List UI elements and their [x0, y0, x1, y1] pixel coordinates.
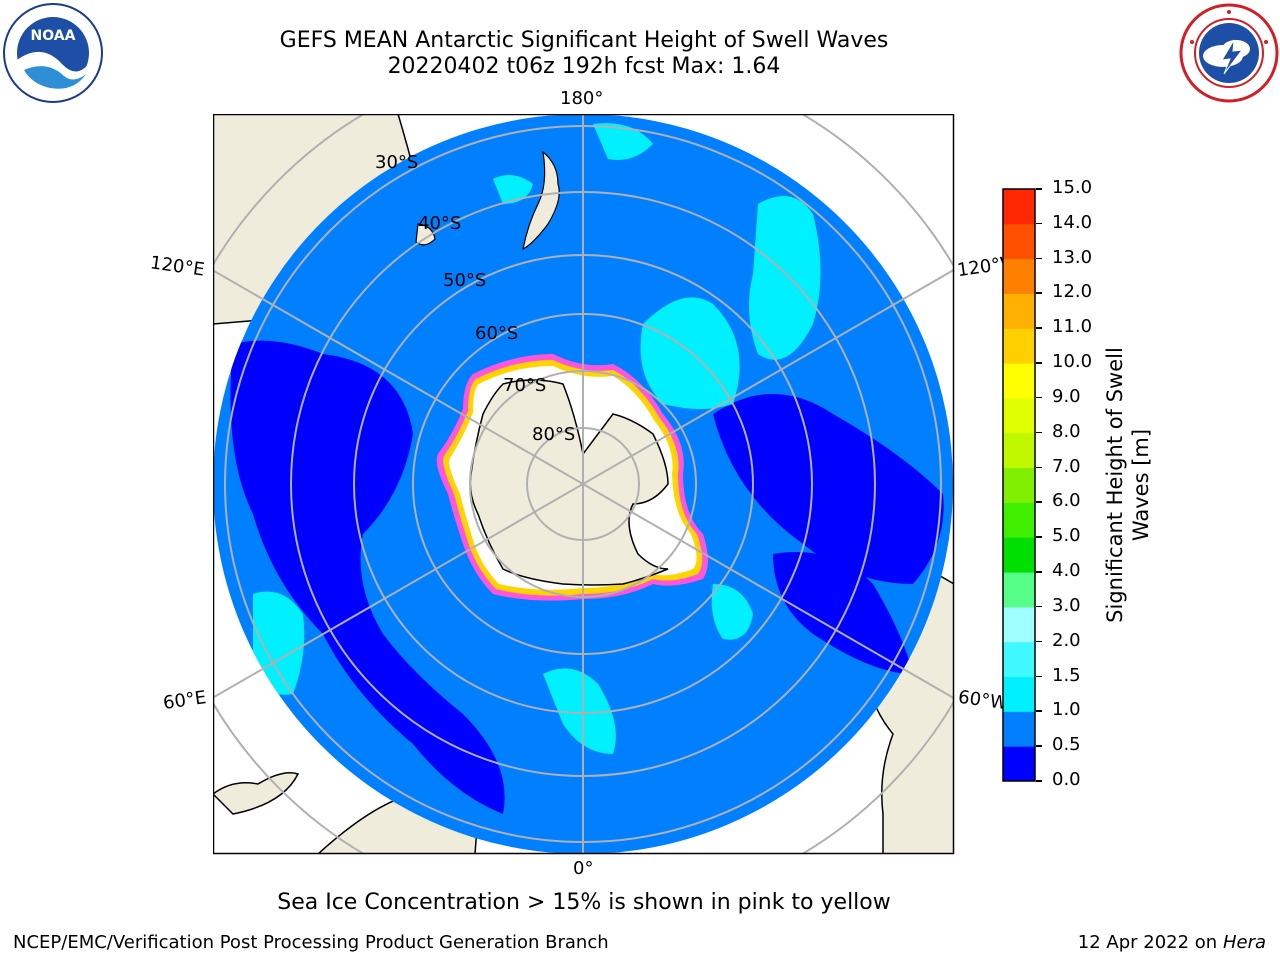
colorbar-tick-mark	[1036, 466, 1042, 469]
colorbar-tick-label: 15.0	[1052, 177, 1093, 198]
chart-title: GEFS MEAN Antarctic Significant Height o…	[279, 28, 889, 53]
swell-low-west	[230, 340, 505, 814]
colorbar-segment	[1003, 223, 1035, 260]
colorbar-tick-mark	[1036, 780, 1042, 782]
swell-low-east	[713, 394, 944, 584]
chart-subtitle: 20220402 t06z 192h fcst Max: 1.64	[387, 54, 781, 79]
land-tasmania	[415, 223, 436, 246]
colorbar-tick-mark	[1036, 501, 1042, 503]
sea-ice-note: Sea Ice Concentration > 15% is shown in …	[277, 890, 891, 915]
lon-label-60e: 60°E	[161, 687, 208, 714]
colorbar-segment	[1003, 746, 1035, 782]
colorbar-tick-label: 13.0	[1052, 246, 1093, 268]
colorbar-tick-label: 6.0	[1052, 490, 1081, 512]
swell-mid-3	[493, 175, 533, 204]
colorbar-segment	[1003, 502, 1035, 538]
swell-mid-4	[253, 591, 305, 695]
colorbar-tick-mark	[1036, 396, 1042, 399]
lat-label-70s: 70°S	[503, 375, 547, 396]
colorbar-tick-mark	[1036, 640, 1042, 643]
colorbar-ticks: 0.0 0.5 1.0 1.5 2.0 3.0 4.0 5.0 6.0 7.0 8.0 9.0 10.0…	[1036, 177, 1106, 790]
lon-label-0: 0°	[573, 858, 594, 879]
colorbar-tick-label: 11.0	[1052, 316, 1093, 338]
colorbar-tick-mark	[1036, 431, 1042, 434]
colorbar-tick-mark	[1036, 362, 1042, 364]
colorbar-segment	[1003, 606, 1035, 643]
swell-mid-5	[543, 668, 616, 754]
colorbar-tick-label: 0.0	[1052, 769, 1081, 790]
polar-map	[213, 114, 955, 855]
colorbar-segment	[1003, 467, 1035, 503]
colorbar-tick-mark	[1036, 745, 1042, 747]
colorbar-tick-label: 1.5	[1052, 664, 1081, 686]
footer-date: 12 Apr 2022 on Hera	[1078, 932, 1266, 953]
lat-label-40s: 40°S	[418, 213, 462, 234]
land-africa	[213, 772, 300, 815]
colorbar	[1002, 188, 1036, 782]
colorbar-tick-mark	[1036, 675, 1042, 678]
colorbar-tick-mark	[1036, 257, 1042, 260]
colorbar-segment	[1003, 293, 1035, 329]
colorbar-tick-mark	[1036, 188, 1042, 190]
colorbar-segment	[1003, 572, 1035, 608]
colorbar-frame	[1002, 188, 1036, 782]
lat-label-50s: 50°S	[443, 270, 487, 291]
swell-mid-7	[593, 123, 653, 160]
colorbar-tick-label: 4.0	[1052, 560, 1081, 582]
lat-label-60s: 60°S	[475, 323, 519, 344]
map-frame	[213, 114, 955, 855]
footer-host: Hera	[1222, 932, 1266, 953]
colorbar-tick-mark	[1036, 327, 1042, 329]
colorbar-segment	[1003, 711, 1035, 747]
land-new-zealand	[522, 150, 560, 251]
colorbar-tick-label: 12.0	[1052, 281, 1093, 303]
colorbar-segment	[1003, 189, 1035, 225]
lon-label-180: 180°	[560, 88, 604, 109]
swell-low-north	[773, 552, 913, 674]
colorbar-segment	[1003, 641, 1035, 678]
lat-label-80s: 80°S	[532, 424, 576, 445]
lat-label-30s: 30°S	[375, 152, 419, 173]
colorbar-segment	[1003, 363, 1035, 399]
colorbar-segment	[1003, 397, 1035, 434]
nws-logo	[1179, 3, 1279, 103]
colorbar-segment	[1003, 258, 1035, 294]
colorbar-segment	[1003, 537, 1035, 573]
colorbar-label-line1: Significant Height of Swell	[1103, 347, 1127, 623]
colorbar-tick-mark	[1036, 222, 1042, 225]
swell-mid-6	[711, 584, 753, 640]
colorbar-segment	[1003, 676, 1035, 712]
colorbar-tick-label: 10.0	[1052, 351, 1093, 373]
lon-label-120e: 120°E	[148, 252, 206, 281]
footer-date-text: 12 Apr 2022 on	[1077, 932, 1223, 953]
colorbar-tick-mark	[1036, 710, 1042, 712]
footer-credit: NCEP/EMC/Verification Post Processing Pr…	[13, 932, 609, 953]
colorbar-tick-label: 14.0	[1052, 211, 1093, 233]
colorbar-tick-label: 8.0	[1052, 420, 1081, 442]
colorbar-tick-label: 5.0	[1052, 525, 1081, 547]
colorbar-label: Significant Height of Swell Waves [m]	[1102, 285, 1154, 685]
colorbar-tick-label: 9.0	[1052, 385, 1081, 407]
colorbar-tick-label: 2.0	[1052, 629, 1081, 651]
colorbar-tick-label: 1.0	[1052, 699, 1081, 721]
colorbar-tick-label: 0.5	[1052, 734, 1081, 756]
colorbar-tick-label: 7.0	[1052, 455, 1081, 477]
colorbar-segment	[1003, 432, 1035, 469]
colorbar-tick-mark	[1036, 571, 1042, 573]
graticule	[213, 114, 954, 854]
colorbar-tick-mark	[1036, 605, 1042, 608]
noaa-logo-text: NOAA	[31, 28, 76, 44]
swell-mid-2	[749, 196, 821, 360]
colorbar-tick-label: 3.0	[1052, 594, 1081, 616]
colorbar-tick-mark	[1036, 536, 1042, 538]
colorbar-label-line2: Waves [m]	[1129, 428, 1153, 542]
noaa-logo: NOAA	[3, 3, 103, 103]
colorbar-segment	[1003, 328, 1035, 364]
colorbar-tick-mark	[1036, 292, 1042, 294]
